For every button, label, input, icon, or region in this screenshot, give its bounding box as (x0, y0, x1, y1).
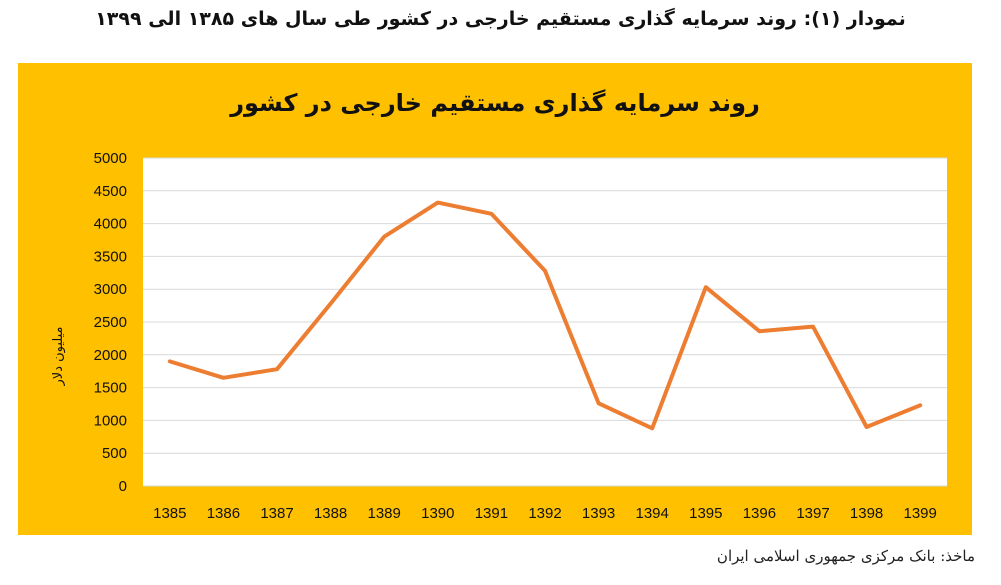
figure-caption: نمودار (۱): روند سرمایه گذاری مستقیم خار… (95, 8, 906, 30)
y-tick-label: 3000 (94, 281, 127, 298)
x-tick-label: 1393 (582, 505, 615, 522)
x-tick-labels: 1385 1386 1387 1388 1389 1390 1391 1392 1393 1394… (153, 505, 937, 522)
x-tick-label: 1391 (475, 505, 508, 522)
y-tick-label: 500 (102, 445, 127, 462)
x-tick-label: 1388 (314, 505, 347, 522)
y-tick-label: 2500 (94, 314, 127, 331)
y-tick-label: 4000 (94, 216, 127, 233)
x-tick-label: 1387 (260, 505, 293, 522)
x-tick-label: 1389 (368, 505, 401, 522)
gridlines (143, 157, 947, 487)
y-tick-label: 2000 (94, 347, 127, 364)
chart-panel: روند سرمایه گذاری مستقیم خارجی در کشور 0… (18, 63, 972, 535)
x-tick-label: 1397 (796, 505, 829, 522)
x-tick-label: 1392 (528, 505, 561, 522)
chart-title: روند سرمایه گذاری مستقیم خارجی در کشور (230, 89, 760, 117)
x-tick-label: 1396 (743, 505, 776, 522)
y-axis-label: میلیون دلار (51, 327, 66, 387)
x-tick-label: 1399 (904, 505, 937, 522)
y-tick-label: 1000 (94, 412, 127, 429)
x-tick-label: 1395 (689, 505, 722, 522)
x-tick-label: 1390 (421, 505, 454, 522)
x-tick-label: 1398 (850, 505, 883, 522)
x-tick-label: 1385 (153, 505, 186, 522)
y-tick-label: 3500 (94, 248, 127, 265)
x-tick-label: 1394 (636, 505, 669, 522)
y-tick-label: 1500 (94, 380, 127, 397)
source-note: ماخذ: بانک مرکزی جمهوری اسلامی ایران (716, 547, 975, 565)
y-tick-label: 4500 (94, 183, 127, 200)
x-tick-label: 1386 (207, 505, 240, 522)
line-chart: 0 500 1000 1500 2000 2500 3000 3500 4000 4500 5000… (51, 150, 947, 522)
y-tick-label: 5000 (94, 150, 127, 167)
y-tick-label: 0 (119, 478, 127, 495)
series-line (167, 200, 923, 431)
y-tick-labels: 0 500 1000 1500 2000 2500 3000 3500 4000 4500 5000 (94, 150, 127, 495)
